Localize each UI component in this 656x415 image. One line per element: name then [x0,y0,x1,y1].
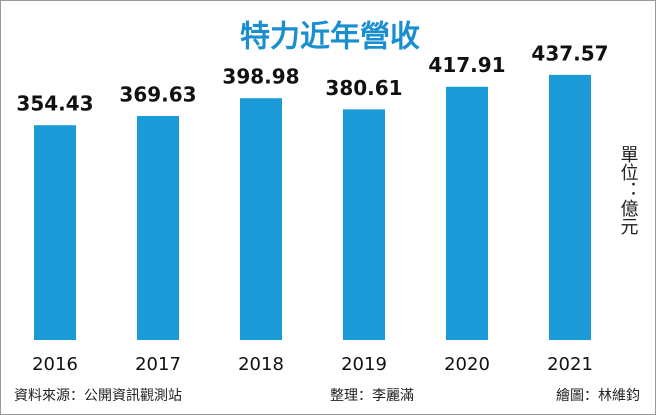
x-tick-label: 2016 [32,354,78,375]
value-label: 369.63 [119,83,196,107]
editor-note: 整理：李麗滿 [330,388,414,404]
value-label: 398.98 [222,65,299,89]
value-label: 380.61 [325,76,402,100]
x-tick-label: 2018 [238,354,284,375]
bar [549,74,591,340]
bar [446,86,488,340]
illustrator-note: 繪圖：林維鈞 [556,387,640,404]
bar [34,125,76,340]
value-label: 354.43 [16,92,93,116]
bar [137,116,179,341]
chart-title: 特力近年營收 [240,20,420,55]
value-label: 417.91 [428,53,505,77]
bar [240,98,282,341]
x-tick-label: 2021 [547,354,593,375]
unit-label: 單位：億元 [618,145,639,235]
x-tick-label: 2019 [341,354,387,375]
value-label: 437.57 [531,41,608,65]
bar [343,109,385,340]
x-tick-label: 2017 [135,354,181,375]
source-note: 資料來源：公開資訊觀測站 [14,388,182,404]
x-tick-label: 2020 [444,354,490,375]
